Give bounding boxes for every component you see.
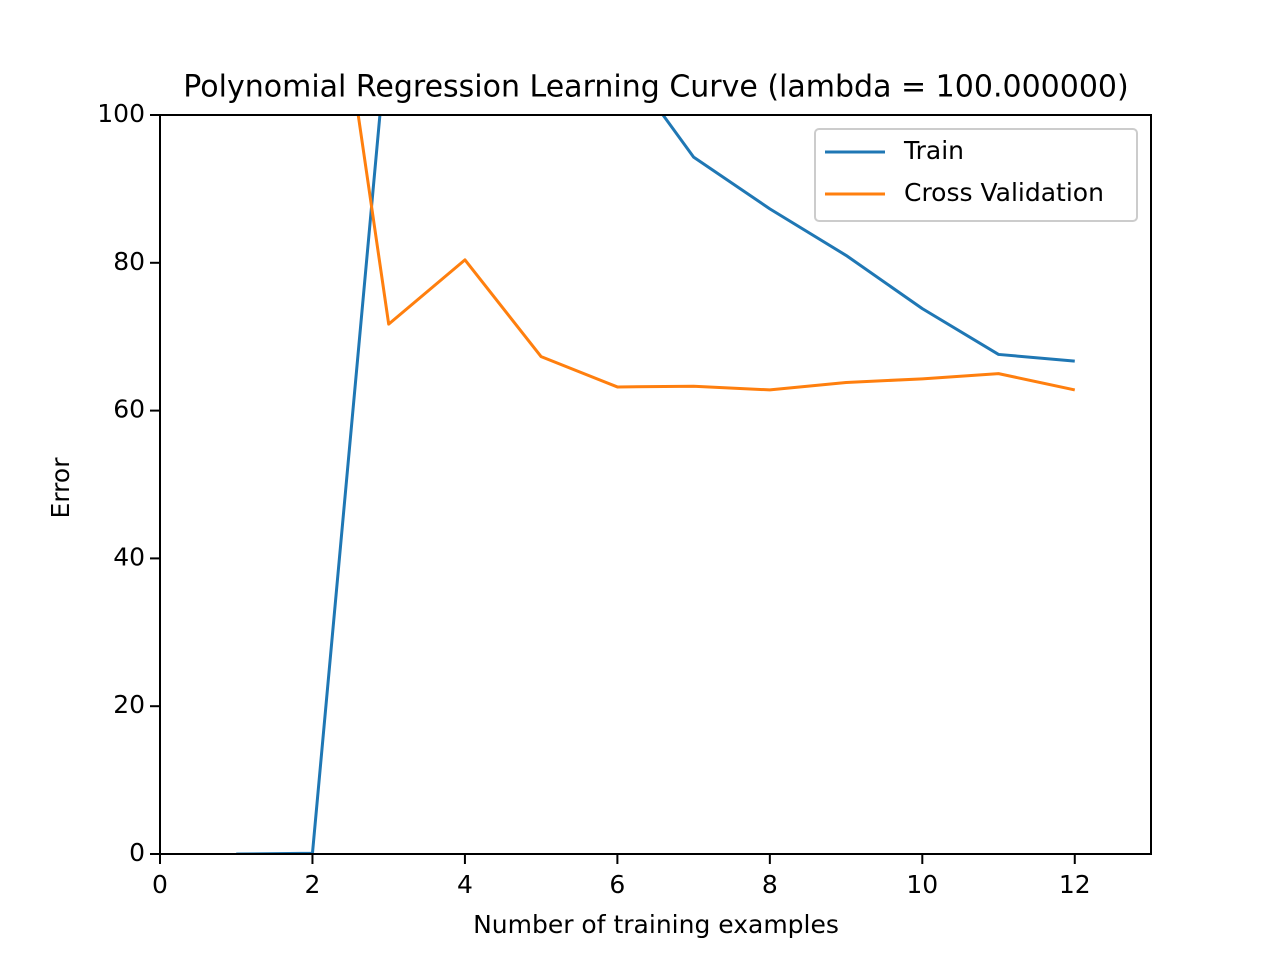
x-tick-label: 10 xyxy=(906,870,938,899)
y-tick-label: 60 xyxy=(113,395,145,424)
x-axis-label: Number of training examples xyxy=(473,910,839,939)
legend-box xyxy=(814,128,1138,222)
legend-label: Train xyxy=(903,136,964,165)
y-axis-label: Error xyxy=(46,457,75,519)
chart-title: Polynomial Regression Learning Curve (la… xyxy=(183,70,1128,105)
plot-area xyxy=(236,115,1076,854)
x-tick-label: 6 xyxy=(609,870,625,899)
y-tick-label: 80 xyxy=(113,247,145,276)
y-tick-label: 100 xyxy=(97,99,145,128)
y-tick-label: 20 xyxy=(113,690,145,719)
y-tick-label: 40 xyxy=(113,542,145,571)
axes-frame xyxy=(159,114,1152,855)
x-tick-label: 8 xyxy=(762,870,778,899)
x-tick-label: 0 xyxy=(152,870,168,899)
data-line xyxy=(236,115,1075,854)
legend-label: Cross Validation xyxy=(904,178,1104,207)
x-tick-label: 12 xyxy=(1059,870,1091,899)
data-line xyxy=(356,115,1076,392)
x-tick-label: 2 xyxy=(305,870,321,899)
y-tick-label: 0 xyxy=(129,838,145,867)
x-tick-label: 4 xyxy=(457,870,473,899)
